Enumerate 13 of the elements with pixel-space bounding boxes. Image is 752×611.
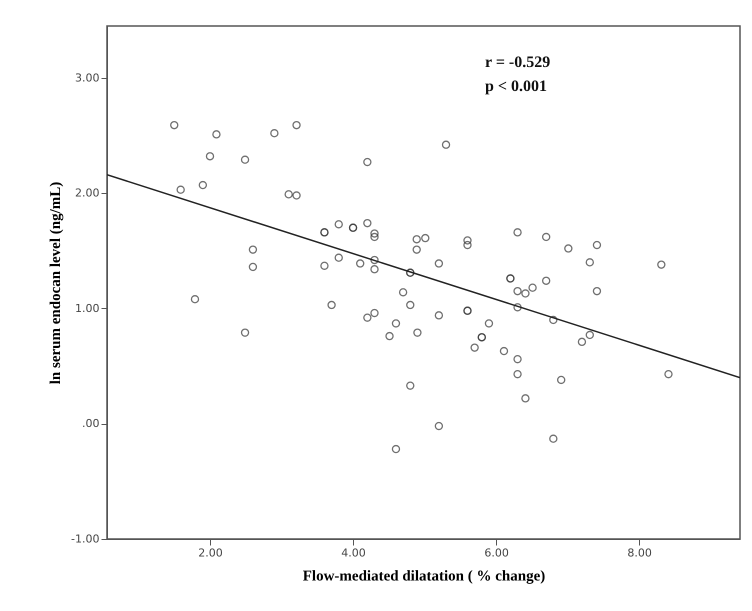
x-tick-label: 8.00 [627,546,652,560]
x-axis-title: Flow-mediated dilatation ( % change) [302,568,546,584]
y-tick-label: 1.00 [75,302,100,315]
y-tick-label: 3.00 [75,71,100,84]
y-tick-label: .00 [82,417,100,430]
y-axis-title: ln serum endocan level (ng/mL) [48,182,64,384]
y-tick-label: -1.00 [71,532,100,546]
x-tick-label: 2.00 [198,546,223,560]
y-tick-label: 2.00 [75,186,100,200]
annotation: r = -0.529 [485,54,550,71]
x-tick-label: 6.00 [484,546,509,560]
x-tick-label: 4.00 [341,546,366,560]
annotation: p < 0.001 [485,78,548,95]
